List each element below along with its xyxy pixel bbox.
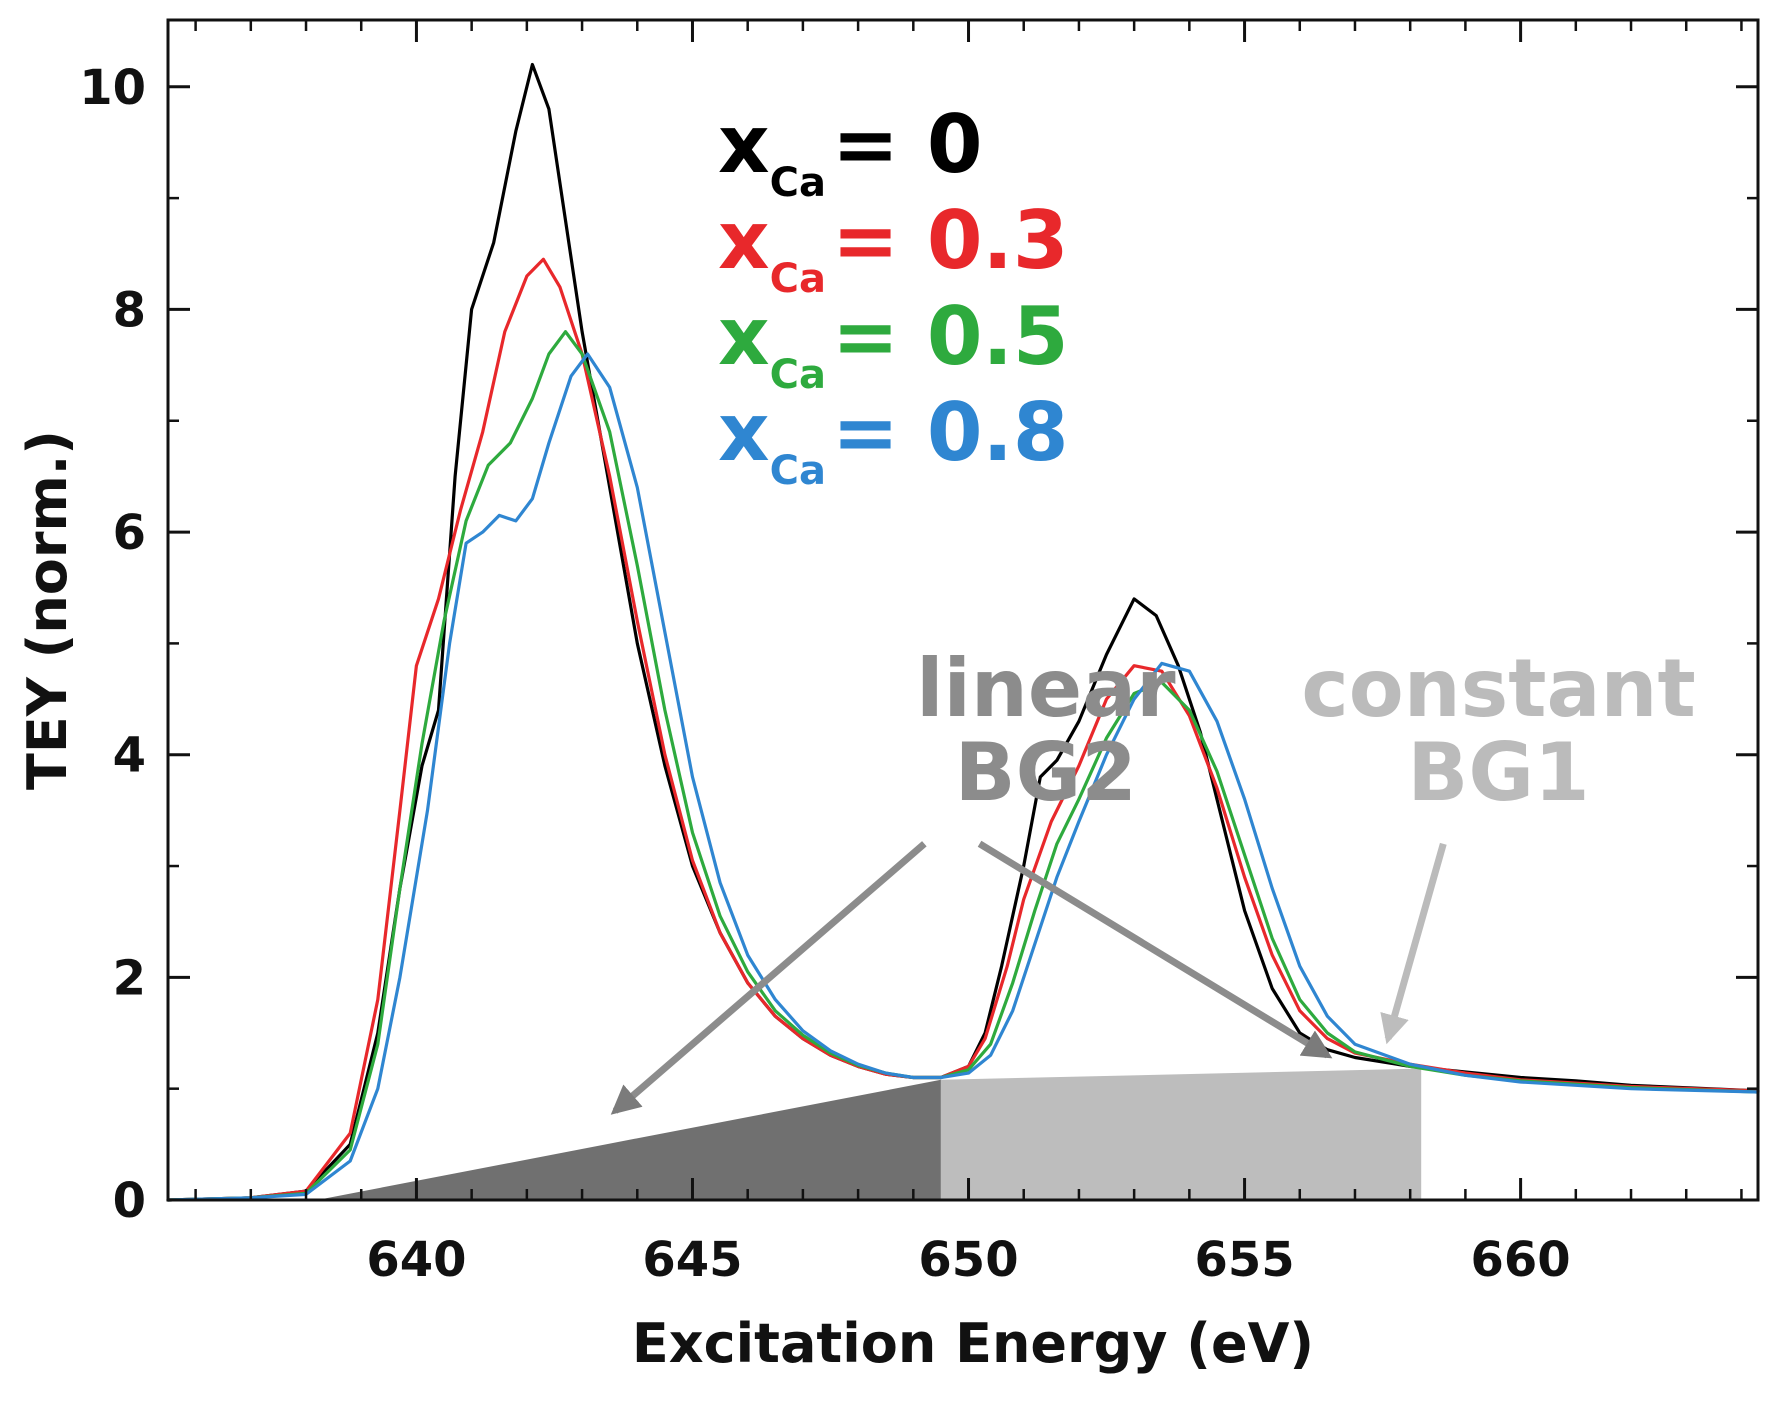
annotation-constant-bg1: constant BG1 <box>1301 642 1695 819</box>
background-regions <box>317 1068 1422 1200</box>
y-tick-label: 10 <box>79 60 146 116</box>
legend-value: = 0.5 <box>832 290 1069 383</box>
annotation-linear-bg2-arrow-1 <box>977 840 1333 1059</box>
x-tick-label: 655 <box>1194 1232 1294 1288</box>
y-axis-title: TEY (norm.) <box>16 430 79 790</box>
y-tick-label: 2 <box>113 950 146 1006</box>
x-tick-label: 660 <box>1471 1232 1571 1288</box>
x-axis-title: Excitation Energy (eV) <box>632 1312 1314 1375</box>
annotation-constant-bg1-line-0: constant <box>1301 642 1695 735</box>
bg-region-constant <box>940 1068 1422 1200</box>
annotation-constant-bg1-line-1: BG1 <box>1407 726 1589 819</box>
annotation-linear-bg2-arrow-0 <box>610 841 927 1115</box>
x-tick-label: 645 <box>642 1232 742 1288</box>
legend-value: = 0.3 <box>832 194 1069 287</box>
axes: 640 645 650 655 660 0 2 4 6 8 10 Excitation Energy … <box>16 18 1760 1375</box>
plot-frame <box>166 18 1760 1202</box>
x-tick-label: 640 <box>366 1232 466 1288</box>
x-tick-label: 650 <box>918 1232 1018 1288</box>
legend-subscript: Ca <box>770 160 826 206</box>
y-tick-label: 4 <box>113 728 146 784</box>
legend-value: = 0.8 <box>832 386 1069 479</box>
legend-subscript: Ca <box>770 256 826 302</box>
series-line-3 <box>166 352 1760 1202</box>
legend-value: = 0 <box>832 98 983 191</box>
legend-symbol: x <box>718 290 770 383</box>
y-tick-label: 0 <box>113 1173 146 1229</box>
spectra-lines <box>166 62 1760 1202</box>
y-tick-label: 6 <box>113 505 146 561</box>
legend-symbol: x <box>718 386 770 479</box>
legend-entry-2: xCa= 0.5 <box>718 290 1069 398</box>
legend-subscript: Ca <box>770 352 826 398</box>
y-tick-label: 8 <box>113 282 146 338</box>
legend-entry-1: xCa= 0.3 <box>718 194 1069 302</box>
annotation-constant-bg1-arrow-0 <box>1380 842 1447 1045</box>
legend-entry-3: xCa= 0.8 <box>718 386 1069 494</box>
legend-symbol: x <box>718 194 770 287</box>
legend-entry-0: xCa= 0 <box>718 98 983 206</box>
legend-subscript: Ca <box>770 448 826 494</box>
annotation-linear-bg2-line-0: linear <box>916 642 1176 735</box>
annotations: linear BG2 constant BG1 <box>610 642 1696 1115</box>
annotation-linear-bg2: linear BG2 <box>916 642 1176 819</box>
annotation-linear-bg2-line-1: BG2 <box>955 726 1137 819</box>
legend-symbol: x <box>718 98 770 191</box>
bg-region-linear <box>317 1079 941 1200</box>
